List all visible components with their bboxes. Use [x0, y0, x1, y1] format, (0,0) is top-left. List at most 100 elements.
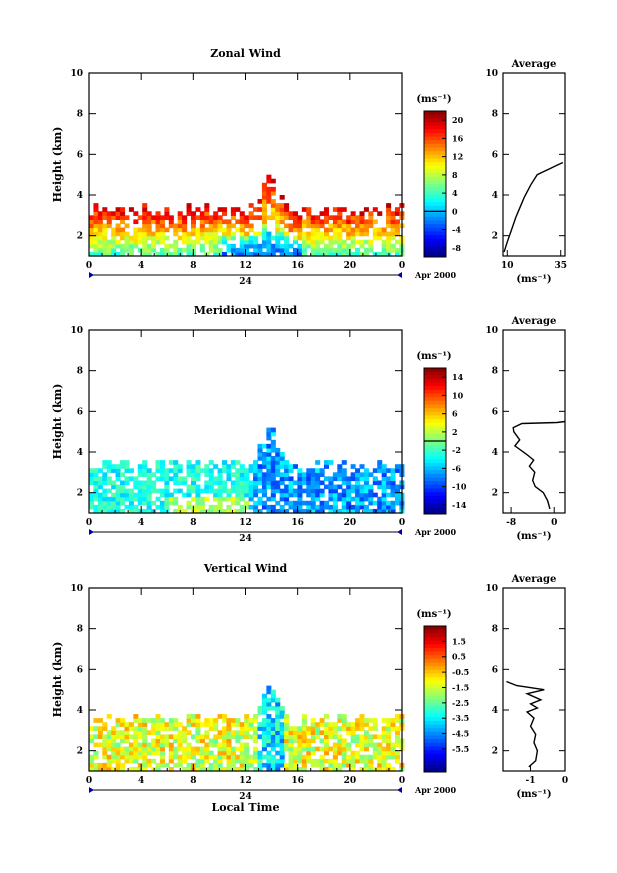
heatmap-cell [159, 750, 165, 756]
heatmap-cell [386, 722, 392, 727]
heatmap-cell [208, 738, 214, 744]
colorbar-segment [424, 651, 446, 656]
heatmap-cell [324, 235, 330, 241]
heatmap-cell [89, 754, 95, 760]
heatmap-cell [328, 496, 334, 502]
heatmap-cell [217, 215, 223, 220]
heatmap-cell [266, 697, 272, 703]
heatmap-cell [120, 243, 126, 249]
heatmap-cell [288, 766, 294, 772]
heatmap-cell [168, 734, 174, 740]
heatmap-cell [93, 508, 99, 514]
heatmap-cell [310, 718, 316, 723]
heatmap-cell [173, 488, 179, 494]
heatmap-cell [124, 460, 130, 465]
heatmap-cell [208, 460, 214, 465]
heatmap-cell [124, 730, 130, 735]
heatmap-cell [257, 500, 263, 506]
heatmap-cell [386, 762, 392, 768]
heatmap-cell [253, 726, 259, 731]
colorbar-segment [424, 111, 446, 116]
heatmap-cell [324, 207, 330, 212]
heatmap-cell [93, 472, 99, 477]
heatmap-cell [133, 726, 139, 731]
heatmap-cell [142, 203, 148, 208]
heatmap-cell [350, 219, 356, 225]
heatmap-cell [341, 754, 347, 760]
heatmap-cell [146, 500, 152, 506]
heatmap-cell [222, 464, 228, 469]
heatmap-cell [284, 508, 290, 514]
heatmap-cell [310, 247, 316, 253]
heatmap-cell [301, 239, 307, 245]
heatmap-cell [159, 460, 165, 465]
heatmap-cell [177, 211, 183, 216]
heatmap-cell [93, 488, 99, 494]
colorbar-segment [424, 647, 446, 653]
heatmap-cell [177, 227, 183, 233]
heatmap-cell [173, 251, 179, 257]
heatmap-cell [195, 718, 201, 723]
heatmap-cell [173, 496, 179, 502]
heatmap-cell [239, 730, 245, 735]
heatmap-cell [363, 746, 369, 752]
heatmap-cell [128, 754, 134, 760]
heatmap-cell [284, 247, 290, 253]
heatmap-cell [120, 718, 126, 723]
heatmap-cell [390, 766, 396, 772]
heatmap-cell [133, 480, 139, 486]
heatmap-cell [324, 219, 330, 225]
heatmap-cell [324, 211, 330, 216]
heatmap-cell [355, 215, 361, 220]
heatmap-cell [230, 746, 236, 752]
profile-x-tick-label: 10 [501, 261, 514, 271]
heatmap-cell [394, 726, 400, 731]
heatmap-cell [168, 742, 174, 748]
heatmap-cell [155, 468, 161, 473]
heatmap-cell [346, 480, 352, 486]
heatmap-cell [279, 247, 285, 253]
heatmap-cell [284, 500, 290, 506]
heatmap-cell [235, 758, 241, 764]
heatmap-cell [97, 476, 103, 482]
heatmap-cell [346, 492, 352, 498]
colorbar-segment [424, 389, 446, 395]
heatmap-cell [226, 722, 232, 727]
heatmap-cell [261, 742, 267, 748]
heatmap-cell [261, 182, 267, 188]
x-tick-label: 8 [190, 518, 196, 528]
heatmap-cell [306, 468, 312, 473]
heatmap-cell [279, 195, 285, 200]
colorbar-segment [424, 735, 446, 740]
heatmap-cell [239, 750, 245, 756]
heatmap-cell [195, 464, 201, 469]
colorbar-segment [424, 470, 446, 475]
heatmap-cell [350, 496, 356, 502]
heatmap-cell [284, 714, 290, 719]
colorbar-tick-label: 2 [452, 427, 458, 437]
heatmap-cell [151, 235, 157, 241]
heatmap-cell [213, 754, 219, 760]
heatmap-cell [120, 500, 126, 506]
heatmap-cell [115, 754, 121, 760]
heatmap-cell [279, 714, 285, 719]
heatmap-cell [182, 231, 188, 237]
heatmap-cell [359, 718, 365, 723]
heatmap-cell [257, 215, 263, 220]
heatmap-cell [386, 235, 392, 241]
heatmap-cell [359, 714, 365, 719]
heatmap-cell [190, 754, 197, 760]
colorbar-segment [424, 216, 446, 221]
heatmap-cell [155, 215, 161, 220]
x-tick-label: 20 [344, 776, 357, 786]
heatmap-cell [217, 239, 223, 245]
heatmap-cell [102, 754, 108, 760]
heatmap-cell [319, 472, 325, 477]
colorbar-segment [424, 220, 446, 225]
heatmap-cell [359, 746, 365, 752]
heatmap-cell [315, 504, 321, 510]
y-tick-label: 8 [77, 625, 83, 635]
heatmap-cell [394, 496, 400, 502]
heatmap-cell [155, 231, 161, 237]
